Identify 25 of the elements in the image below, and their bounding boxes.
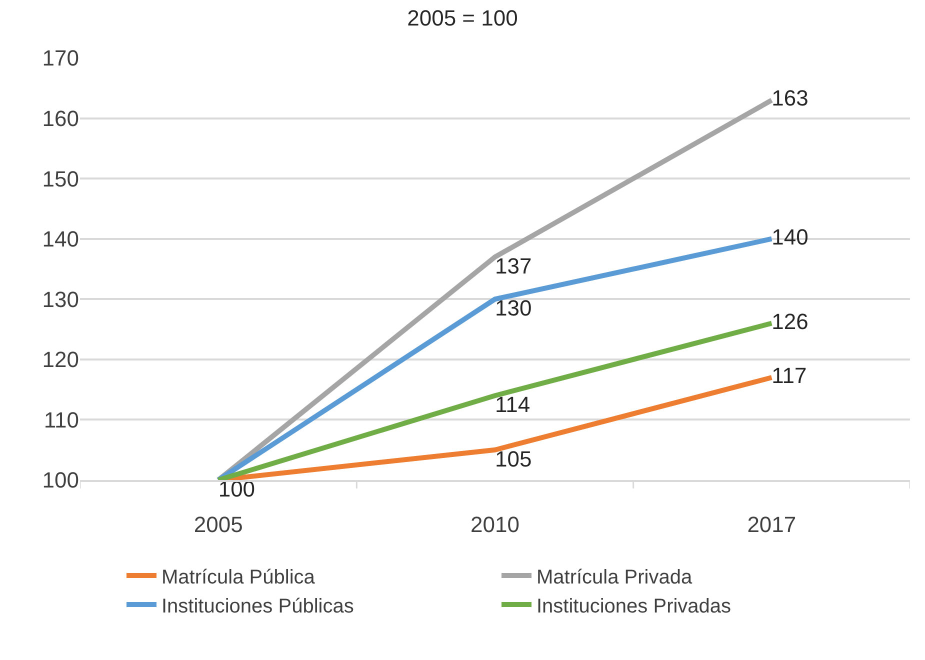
data-label: 100 [218,476,256,502]
y-tick-label: 100 [42,468,79,493]
y-tick-label: 120 [42,347,79,372]
data-label: 105 [495,446,532,472]
x-tick-label: 2017 [747,512,796,538]
legend-label: Matrícula Privada [536,566,693,588]
y-tick-label: 130 [42,286,79,312]
y-tick-label: 140 [42,226,79,252]
legend-label: Instituciones Públicas [162,595,354,618]
data-label: 130 [495,296,532,321]
y-tick-label: 160 [42,106,79,131]
legend-label: Matrícula Pública [162,566,316,588]
chart-title: 2005 = 100 [407,5,518,30]
y-tick-label: 150 [42,166,79,192]
data-label: 126 [772,308,808,334]
data-label: 114 [495,392,530,418]
data-label: 117 [772,363,807,388]
y-tick-label: 110 [44,407,79,432]
x-tick-label: 2010 [470,512,520,538]
legend-label: Instituciones Privadas [536,595,732,618]
y-tick-label: 170 [42,46,79,71]
data-label: 140 [772,224,808,250]
x-tick-label: 2005 [194,512,243,538]
data-label: 137 [495,253,532,278]
data-label: 163 [772,86,808,111]
